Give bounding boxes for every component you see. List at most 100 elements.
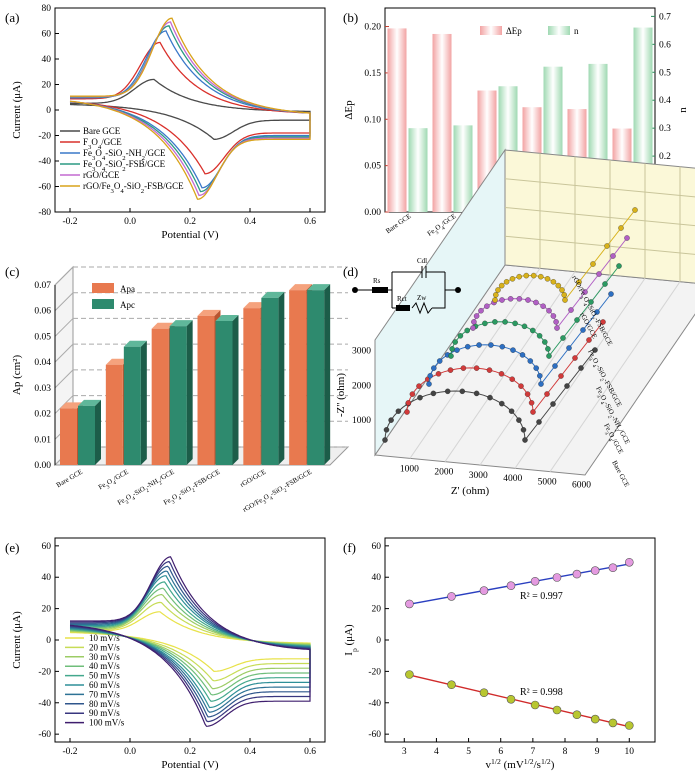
nyquist-point bbox=[493, 292, 499, 298]
y-tick-label: 0.00 bbox=[34, 461, 51, 471]
nyquist-point bbox=[530, 409, 536, 415]
nyquist-point bbox=[478, 307, 484, 314]
nyquist-point bbox=[594, 309, 600, 315]
nyquist-point bbox=[498, 282, 505, 289]
nyquist-point bbox=[559, 287, 565, 293]
nyquist-point bbox=[542, 339, 548, 345]
bar-apa-top bbox=[151, 322, 175, 329]
nyquist-point bbox=[574, 317, 580, 323]
nyquist-point bbox=[498, 371, 505, 377]
bar-apa-top bbox=[243, 302, 267, 309]
data-point bbox=[624, 557, 634, 567]
nyquist-point bbox=[492, 297, 498, 303]
bar-apc-side bbox=[232, 315, 239, 465]
nyquist-point bbox=[382, 437, 388, 443]
legend-label: rGO/Fe3O4-SiO2-FSB/GCE bbox=[83, 181, 184, 195]
bar-apc-side bbox=[140, 340, 147, 465]
y-tick-label: -40 bbox=[38, 157, 51, 167]
y-tick-label-left: 0.10 bbox=[364, 115, 381, 125]
legend-label: 40 mV/s bbox=[89, 661, 120, 671]
nyquist-point bbox=[404, 409, 410, 415]
nyquist-point bbox=[502, 319, 508, 325]
nyquist-point bbox=[519, 352, 526, 358]
nyquist-point bbox=[580, 327, 586, 333]
x-category-label: rGO/GCE bbox=[239, 468, 268, 489]
x-tick-label: 0.0 bbox=[124, 747, 136, 757]
y-tick-label: 80 bbox=[42, 4, 52, 14]
grid-diag bbox=[54, 266, 74, 286]
nyquist-point bbox=[436, 358, 443, 364]
nyquist-point bbox=[435, 371, 442, 377]
y-tick-label: 2000 bbox=[352, 381, 371, 391]
x-tick-label: 0.2 bbox=[184, 217, 196, 227]
nyquist-point bbox=[447, 367, 454, 373]
nyquist-point bbox=[431, 365, 437, 371]
nyquist-point bbox=[495, 287, 501, 293]
y-tick-label-right: 0.7 bbox=[659, 12, 671, 22]
nyquist-point bbox=[459, 388, 466, 395]
panel-d: (d) 1000 2000 3000 4000 5000 6000 Z' (ohm) 1000 2… bbox=[335, 148, 695, 497]
nyquist-point bbox=[388, 417, 394, 423]
circuit-resistor bbox=[372, 287, 388, 293]
nyquist-point bbox=[518, 383, 524, 389]
y-tick-label-left: 0.00 bbox=[364, 208, 381, 218]
data-point bbox=[552, 573, 562, 582]
x-category-label: Bare GCE bbox=[384, 212, 412, 235]
legend-label: rGO/GCE bbox=[83, 170, 120, 180]
nyquist-point bbox=[520, 427, 527, 433]
x-tick-label: 0.6 bbox=[304, 217, 316, 227]
x-tick-label: 1000 bbox=[400, 464, 419, 474]
nyquist-point bbox=[426, 381, 432, 387]
data-point bbox=[608, 563, 618, 573]
nyquist-point bbox=[538, 273, 544, 280]
nyquist-point bbox=[509, 376, 515, 382]
circuit-label: Zw bbox=[417, 294, 427, 302]
y-tick-label: 0.04 bbox=[34, 358, 51, 368]
y-tick-label-right: 0.4 bbox=[659, 96, 671, 106]
bar-apc-side bbox=[324, 284, 331, 465]
nyquist-point bbox=[550, 279, 557, 285]
circuit-label: Rs bbox=[373, 277, 381, 285]
data-point bbox=[506, 694, 516, 704]
panel-c: (c) 0.00 0.01 0.02 0.03 0.04 0.05 0.06 0.07 Ap (c… bbox=[5, 264, 350, 514]
nyquist-point bbox=[562, 297, 568, 303]
x-tick-label: 0.6 bbox=[304, 747, 316, 757]
y-tick-label: 0 bbox=[46, 106, 51, 116]
circuit-resistor bbox=[396, 305, 410, 311]
legend-label: Fe3O4-SiO2-FSB/GCE bbox=[83, 159, 166, 173]
bar-apa bbox=[151, 328, 169, 465]
y-axis-label: Current (μA) bbox=[11, 81, 23, 139]
grid-diag bbox=[54, 343, 74, 363]
nyquist-point bbox=[508, 408, 515, 414]
data-point bbox=[590, 566, 600, 575]
nyquist-point bbox=[590, 261, 596, 267]
legend-swatch bbox=[480, 26, 502, 35]
y-tick-label: 20 bbox=[372, 605, 382, 615]
bar-apc-side bbox=[95, 399, 101, 465]
nyquist-point bbox=[545, 346, 551, 352]
y-tick-label: -20 bbox=[38, 132, 51, 142]
x-tick-label: 3000 bbox=[469, 471, 488, 481]
nyquist-point bbox=[550, 313, 557, 319]
nyquist-point bbox=[409, 391, 416, 397]
data-point bbox=[530, 576, 540, 586]
x-tick-label: 5000 bbox=[538, 477, 557, 487]
panel-e: (e) 60 40 20 0 -20 -40 -60 -0.2 0.0 0.2 0.4 0.6 Poten… bbox=[5, 537, 326, 771]
bar-apa bbox=[60, 408, 77, 465]
y-tick-label: 0.06 bbox=[34, 307, 51, 317]
bar-apa bbox=[243, 308, 261, 465]
grid-line bbox=[504, 207, 695, 227]
y-tick-label: -60 bbox=[368, 730, 381, 740]
bar-apc-side bbox=[186, 320, 193, 465]
nyquist-point bbox=[544, 276, 551, 282]
legend-label: 80 mV/s bbox=[89, 699, 120, 709]
nyquist-point bbox=[524, 391, 531, 397]
x-tick-label: 5 bbox=[466, 747, 471, 757]
x-tick-label: 7 bbox=[530, 747, 535, 757]
grid-line bbox=[504, 178, 695, 198]
y-axis-label: Current (μA) bbox=[11, 611, 23, 669]
bar-apa-top bbox=[289, 284, 313, 291]
nyquist-point bbox=[449, 346, 455, 352]
data-point bbox=[479, 688, 489, 698]
y-tick-label: 0.07 bbox=[34, 281, 51, 291]
